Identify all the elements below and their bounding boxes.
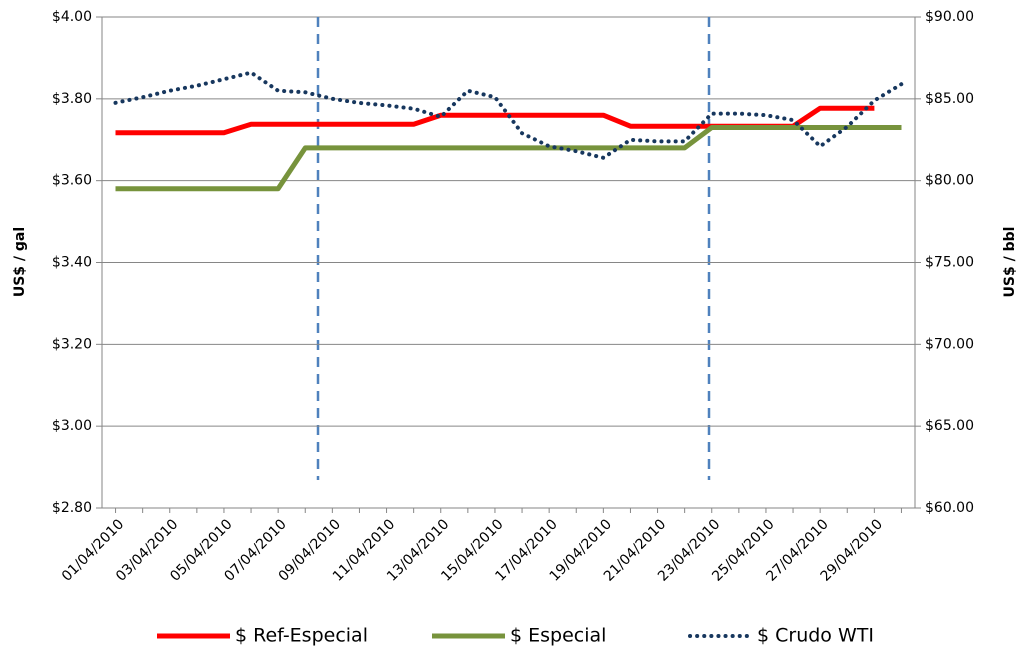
- y2-tick-label: $65.00: [925, 418, 974, 434]
- legend-label: $ Especial: [510, 625, 606, 647]
- y2-tick-label: $75.00: [925, 255, 974, 271]
- y-tick-label: $3.80: [52, 91, 92, 107]
- legend-label: $ Crudo WTI: [757, 625, 874, 647]
- y-axis-title: US$ / gal: [12, 227, 28, 297]
- y2-tick-label: $90.00: [925, 9, 974, 25]
- y-tick-label: $4.00: [52, 9, 92, 25]
- y-tick-label: $3.00: [52, 418, 92, 434]
- y-tick-label: $3.20: [52, 336, 92, 352]
- y-tick-label: $2.80: [52, 500, 92, 516]
- y2-tick-label: $60.00: [925, 500, 974, 516]
- y2-tick-label: $70.00: [925, 336, 974, 352]
- series-line: [113, 70, 904, 160]
- y2-tick-label: $85.00: [925, 91, 974, 107]
- y-tick-label: $3.60: [52, 173, 92, 189]
- series-line: [115, 125, 902, 192]
- y2-tick-label: $80.00: [925, 173, 974, 189]
- y2-axis-title: US$ / bbl: [1002, 227, 1018, 298]
- legend-label: $ Ref-Especial: [235, 625, 368, 647]
- y-tick-label: $3.40: [52, 255, 92, 271]
